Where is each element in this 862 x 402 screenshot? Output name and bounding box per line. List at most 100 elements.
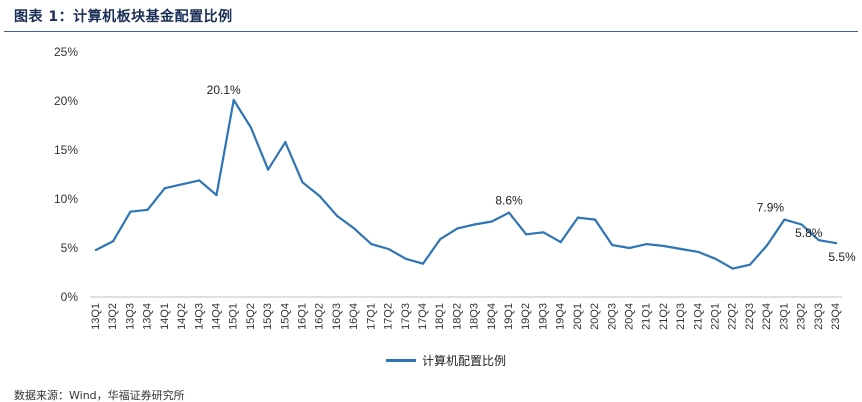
chart-title: 图表 1：计算机板块基金配置比例 [14,9,233,25]
data-point [748,263,752,266]
x-tick-label: 21Q1 [641,303,653,330]
y-tick-label: 20% [54,94,78,108]
data-point [714,257,717,260]
x-tick-label: 14Q2 [176,303,188,330]
x-tick-label: 23Q1 [778,303,790,330]
x-tick-label: 15Q4 [279,303,291,330]
data-point [370,242,373,246]
data-point [439,238,442,241]
data-point [800,223,803,226]
series-line [94,98,838,270]
data-point [266,168,270,171]
data-point [697,250,700,254]
x-tick-label: 16Q4 [348,303,360,330]
data-point [198,179,201,182]
data-point [335,214,339,217]
data-label: 5.5% [828,250,856,264]
x-tick-label: 19Q4 [555,303,567,330]
data-point [318,194,321,198]
x-axis: 13Q1 13Q2 13Q3 13Q4 14Q1 14Q2 14Q3 14Q4 15Q1 15Q2… [90,296,842,330]
y-tick-label: 25% [54,45,78,59]
x-tick-label: 19Q2 [520,303,532,330]
data-point [507,211,511,214]
x-tick-label: 23Q2 [796,303,808,330]
data-point [490,220,493,223]
data-point [94,248,98,252]
x-tick-label: 15Q3 [262,303,274,330]
data-point [662,244,666,248]
data-point [611,243,614,247]
data-label: 5.8% [795,226,823,240]
data-point [525,233,528,236]
x-tick-label: 18Q2 [451,303,463,330]
x-tick-label: 17Q4 [417,303,429,330]
data-point [353,227,356,230]
source-note: 数据来源：Wind，华福证券研究所 [14,389,185,402]
x-tick-label: 13Q2 [107,303,119,330]
x-tick-label: 18Q1 [434,303,446,330]
x-tick-label: 17Q2 [383,303,395,330]
data-point [834,242,838,245]
x-tick-label: 19Q1 [503,303,515,330]
x-tick-label: 16Q2 [314,303,326,330]
y-axis: 0% 5% 10% 15% 20% 25% [54,45,78,304]
data-point [215,193,218,197]
data-point [680,247,683,251]
x-tick-label: 14Q3 [193,303,205,330]
x-tick-label: 21Q2 [658,303,670,330]
data-point [576,216,579,219]
x-tick-label: 14Q1 [159,303,171,330]
data-point [456,227,459,230]
data-point [645,242,648,246]
data-point [387,247,390,251]
x-tick-label: 17Q1 [365,303,377,330]
x-tick-label: 21Q4 [692,303,704,330]
annotations: 20.1% 8.6% 7.9% 5.8% 5.5% [207,83,856,264]
data-point [542,231,545,234]
x-tick-label: 22Q1 [710,303,722,330]
data-point [146,208,149,211]
legend-swatch [386,359,416,362]
data-point [404,257,407,260]
data-point [783,218,786,221]
x-tick-label: 17Q3 [400,303,412,330]
x-tick-label: 22Q3 [744,303,756,330]
data-label: 20.1% [207,83,241,97]
data-point [112,240,115,243]
x-tick-label: 16Q3 [331,303,343,330]
x-tick-label: 23Q3 [813,303,825,330]
title-rule [4,31,858,32]
legend: 计算机配置比例 [386,352,506,369]
series-group [94,98,838,270]
data-point [232,98,235,102]
x-tick-label: 13Q3 [124,303,136,330]
x-tick-label: 13Q1 [90,303,102,330]
data-point [163,187,166,190]
data-point [249,126,252,129]
x-tick-label: 15Q1 [228,303,240,330]
data-point [301,181,304,184]
data-point [593,218,597,221]
legend-label: 计算机配置比例 [422,354,507,368]
y-tick-label: 0% [61,290,79,304]
x-tick-label: 20Q2 [589,303,601,330]
x-tick-label: 20Q4 [623,303,635,330]
y-tick-label: 10% [54,192,78,206]
data-point [421,262,425,265]
x-tick-label: 18Q3 [469,303,481,330]
x-tick-label: 21Q3 [675,303,687,330]
data-point [559,241,562,244]
data-point [284,141,287,144]
data-point [473,223,476,226]
data-point [628,246,631,250]
x-tick-label: 18Q4 [486,303,498,330]
x-tick-label: 22Q2 [727,303,739,330]
data-point [731,267,734,270]
data-point [766,243,769,247]
x-tick-label: 20Q3 [606,303,618,330]
x-tick-label: 23Q4 [830,303,842,330]
x-tick-label: 20Q1 [572,303,584,330]
x-tick-label: 19Q3 [537,303,549,330]
data-label: 8.6% [495,194,523,208]
